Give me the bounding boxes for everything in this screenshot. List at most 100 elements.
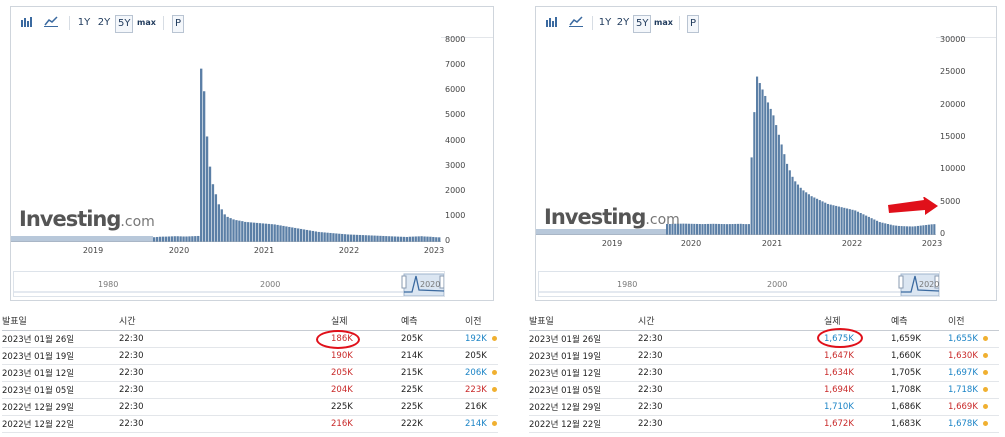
nav-label-1980: 1980 xyxy=(617,280,638,289)
chart-bar xyxy=(835,205,838,235)
actual-cell-value: 225K xyxy=(331,402,353,412)
time-cell-value: 22:30 xyxy=(638,368,663,378)
chart-bar xyxy=(726,224,729,235)
time-cell-value: 22:30 xyxy=(119,385,144,395)
left-panel: 1Y 2Y 5Y max P 8000 7000 6000 5000 4000 3000 2… xyxy=(0,0,498,437)
x-tick-label: 2022 xyxy=(338,246,360,255)
bar-chart-icon[interactable] xyxy=(544,15,560,31)
chart-bar xyxy=(807,194,810,235)
toolbar-separator xyxy=(163,16,164,30)
forecast-cell-value: 225K xyxy=(401,385,423,395)
actual-cell-value: 1,672K xyxy=(824,419,854,429)
range-5y-button[interactable]: 5Y xyxy=(633,15,652,33)
forecast-cell-value: 225K xyxy=(401,402,423,412)
range-1y-button[interactable]: 1Y xyxy=(598,17,612,28)
chart-bar xyxy=(432,236,435,242)
navigator-sparkline xyxy=(14,273,444,296)
table-row: 2022년 12월 22일 22:30 1,672K 1,683K 1,678K xyxy=(529,415,999,433)
chart-bar xyxy=(317,231,320,242)
p-button[interactable]: P xyxy=(687,15,700,33)
range-5y-button[interactable]: 5Y xyxy=(115,15,134,33)
previous-cell-value: 1,697K xyxy=(948,368,978,378)
actual-cell: 205K xyxy=(331,364,401,382)
range-2y-button[interactable]: 2Y xyxy=(97,17,111,28)
revision-dot-icon xyxy=(982,353,988,358)
previous-cell: 192K xyxy=(465,330,498,348)
line-chart-icon[interactable] xyxy=(43,15,59,31)
chart-bar xyxy=(435,237,438,242)
right-chart-widget: 1Y 2Y 5Y max P 30000 25000 20000 15000 10000… xyxy=(535,6,997,301)
date-cell-value: 2022년 12월 29일 xyxy=(529,403,602,413)
date-cell: 2023년 01월 26일 xyxy=(529,330,638,348)
chart-bar xyxy=(794,181,797,235)
revision-dot-icon xyxy=(491,336,497,341)
chart-bar xyxy=(364,235,367,242)
chart-bar xyxy=(329,232,332,242)
chart-bar xyxy=(870,218,873,235)
line-chart-icon[interactable] xyxy=(568,15,584,31)
chart-bar xyxy=(829,204,832,235)
chart-bar xyxy=(876,220,879,235)
col-actual-header: 실제 xyxy=(331,310,401,331)
time-cell: 22:30 xyxy=(638,364,824,382)
chart-bar xyxy=(305,229,309,242)
chart-bar xyxy=(238,220,241,242)
chart-bar xyxy=(249,222,253,242)
previous-cell-value: 1,718K xyxy=(948,385,978,395)
plot-background xyxy=(536,37,936,235)
left-range-navigator[interactable]: 1980 2000 2020 xyxy=(13,271,445,297)
chart-bar xyxy=(802,190,805,235)
nav-label-2020: 2020 xyxy=(919,280,940,289)
chart-bar xyxy=(161,236,165,242)
chart-bar xyxy=(382,235,385,242)
chart-bar xyxy=(391,236,394,242)
chart-bar xyxy=(258,223,262,242)
revision-dot-icon xyxy=(491,421,497,426)
chart-bar xyxy=(821,201,824,235)
forecast-cell: 225K xyxy=(401,398,465,416)
range-2y-button[interactable]: 2Y xyxy=(616,17,630,28)
chart-bar xyxy=(747,224,750,235)
date-cell: 2023년 01월 12일 xyxy=(2,364,119,382)
col-date-header: 발표일 xyxy=(2,310,119,331)
col-forecast-header: 예측 xyxy=(401,310,465,331)
forecast-cell-value: 1,705K xyxy=(891,368,921,378)
x-tick-label: 2022 xyxy=(841,239,863,248)
chart-bar xyxy=(273,224,276,242)
chart-bar xyxy=(349,234,353,242)
chart-bar xyxy=(777,134,780,235)
chart-bar xyxy=(376,235,379,242)
range-1y-button[interactable]: 1Y xyxy=(77,17,91,28)
y-tick-label: 1000 xyxy=(445,210,466,220)
col-previous-header: 이전 xyxy=(465,310,498,331)
p-button[interactable]: P xyxy=(172,15,185,33)
x-tick-label: 2023 xyxy=(423,246,445,255)
pre-range-band xyxy=(11,236,153,242)
previous-cell: 1,678K xyxy=(948,415,999,433)
chart-bar xyxy=(788,170,791,235)
range-max-button[interactable]: max xyxy=(137,18,156,27)
actual-cell-value: 205K xyxy=(331,368,353,378)
chart-bar xyxy=(685,223,688,235)
chart-bar xyxy=(373,235,376,242)
bar-chart-icon[interactable] xyxy=(19,15,35,31)
revision-dot-icon xyxy=(982,387,988,392)
col-previous-header: 이전 xyxy=(948,310,999,331)
time-cell-value: 22:30 xyxy=(638,402,663,412)
chart-bar xyxy=(766,102,770,235)
chart-bar xyxy=(393,236,397,242)
previous-cell-value: 192K xyxy=(465,334,487,344)
chart-bar xyxy=(750,157,753,235)
range-max-button[interactable]: max xyxy=(654,18,673,27)
chart-bar xyxy=(671,223,674,235)
x-tick-label: 2020 xyxy=(680,239,702,248)
right-range-navigator[interactable]: 1980 2000 2020 xyxy=(538,271,940,297)
table-row: 2023년 01월 05일 22:30 1,694K 1,708K 1,718K xyxy=(529,381,999,399)
chart-bar xyxy=(288,226,291,242)
forecast-cell: 1,659K xyxy=(891,330,948,348)
chart-bar xyxy=(666,224,669,235)
chart-bar xyxy=(886,224,890,235)
forecast-cell: 1,708K xyxy=(891,381,948,399)
actual-cell-value: 204K xyxy=(331,385,353,395)
chart-bar xyxy=(668,224,671,235)
